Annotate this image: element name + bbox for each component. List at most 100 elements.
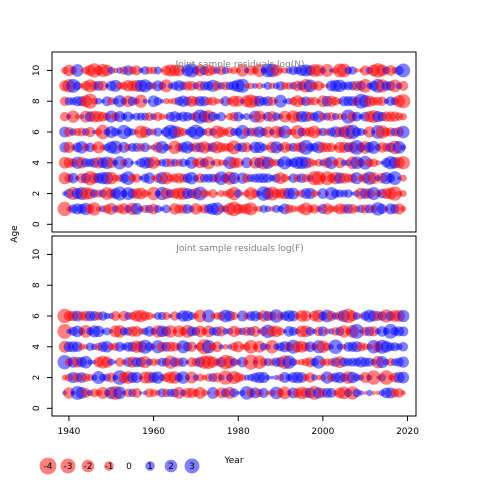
bubble-log-f (115, 357, 125, 367)
legend-label: -3 (64, 462, 73, 472)
bubble-log-f (394, 388, 404, 398)
bubble-log-f (178, 357, 189, 367)
bubble-log-n (214, 98, 221, 105)
bubble-log-n (82, 93, 98, 109)
legend-bubble (81, 459, 95, 473)
bubble-log-n (270, 64, 283, 77)
bubble-log-n (280, 174, 289, 183)
panel-log-f: Joint sample residuals log(F) 0 2 4 6 8 10 (32, 235, 417, 417)
y-tick-label-log-n: 10 (32, 64, 42, 76)
bubble-log-n (348, 66, 357, 75)
bubble-log-f (278, 386, 292, 400)
legend-bubble (145, 461, 155, 471)
bubble-log-n (313, 80, 324, 91)
panel-log-n: Joint sample residuals log(N) 0 2 4 6 8 10 (32, 51, 417, 233)
bubble-log-f (352, 388, 362, 398)
bubble-log-n (232, 95, 244, 107)
bubble-log-f (289, 358, 298, 367)
bubble-log-f (130, 371, 143, 384)
bubble-log-f (162, 311, 171, 321)
bubble-log-n (241, 142, 252, 153)
y-tick-label-log-f: 10 (32, 248, 42, 260)
bubble-log-n (305, 158, 315, 168)
bubble-log-n (351, 111, 362, 122)
y-tick-label-log-f: 8 (32, 282, 42, 288)
bubble-log-n (398, 80, 409, 91)
legend-label: -2 (84, 462, 93, 472)
bubble-log-n (233, 111, 244, 122)
panel-title-log-f: Joint sample residuals log(F) (175, 244, 303, 254)
bubble-log-n (399, 112, 407, 121)
bubble-log-n (128, 128, 137, 136)
bubble-log-n (264, 205, 272, 213)
bubble-log-f (229, 311, 239, 321)
bubble-layer-log-n (57, 63, 411, 217)
bubble-log-n (132, 173, 142, 183)
x-tick-label: 1980 (227, 427, 250, 437)
y-tick-label-log-n: 6 (32, 129, 42, 135)
bubble-log-n (123, 111, 134, 122)
bubble-log-n (63, 141, 75, 153)
legend-label: 1 (147, 462, 153, 472)
bubble-log-f (218, 344, 224, 350)
bubble-log-f (305, 326, 315, 336)
y-tick-label-log-f: 6 (32, 313, 42, 319)
bubble-log-f (300, 310, 312, 322)
bubble-log-n (123, 157, 134, 168)
bubble-log-n (289, 205, 297, 213)
legend-bubble (104, 461, 114, 471)
bubble-log-n (74, 113, 81, 120)
bubble-log-n (108, 140, 123, 155)
bubble-log-f (144, 342, 154, 352)
bubble-log-n (107, 66, 115, 75)
x-axis-title: Year (223, 456, 243, 466)
bubble-log-n (354, 68, 360, 73)
legend-bubble (39, 457, 57, 475)
bubble-log-f (222, 343, 229, 350)
bubble-log-f (265, 374, 271, 381)
bubble-log-n (141, 189, 150, 198)
bubble-log-n (252, 206, 258, 212)
bubble-log-f (371, 390, 376, 396)
bubble-log-n (153, 66, 162, 75)
bubble-log-n (343, 189, 353, 198)
bubble-log-f (201, 389, 208, 397)
bubble-log-n (396, 94, 411, 109)
bubble-log-n (59, 111, 70, 122)
bubble-log-f (368, 326, 379, 337)
legend-label: 0 (126, 462, 132, 472)
bubble-log-n (375, 160, 381, 166)
bubble-log-f (349, 324, 365, 339)
bubble-log-n (159, 79, 173, 93)
bubble-log-n (153, 204, 162, 213)
bubble-log-f (229, 388, 239, 398)
bubble-log-n (190, 203, 202, 215)
bubble-log-f (366, 389, 373, 397)
bubble-log-n (131, 65, 142, 76)
bubble-log-n (234, 189, 243, 198)
x-tick-label: 1960 (142, 427, 165, 437)
bubble-log-f (87, 359, 93, 366)
y-axis-title: Age (10, 225, 20, 243)
bubble-layer-log-f (57, 308, 410, 400)
bubble-log-f (110, 311, 121, 321)
bubble-log-n (399, 190, 407, 197)
bubble-log-n (399, 174, 407, 182)
bubble-log-f (244, 339, 258, 354)
bubble-log-f (187, 312, 196, 320)
bubble-log-n (66, 110, 80, 123)
bubble-log-f (57, 324, 73, 339)
bubble-log-f (149, 389, 158, 397)
bubble-log-n (400, 205, 407, 212)
bubble-log-f (366, 370, 381, 385)
bubble-log-f (202, 309, 216, 323)
bubble-log-n (392, 140, 406, 154)
bubble-log-f (236, 390, 241, 395)
bubble-log-n (159, 99, 165, 104)
bubble-log-f (379, 370, 394, 385)
legend-bubble (164, 459, 178, 473)
bubble-log-n (255, 82, 263, 90)
bubble-log-n (358, 78, 373, 93)
bubble-log-n (310, 96, 319, 106)
bubble-log-n (71, 64, 84, 77)
